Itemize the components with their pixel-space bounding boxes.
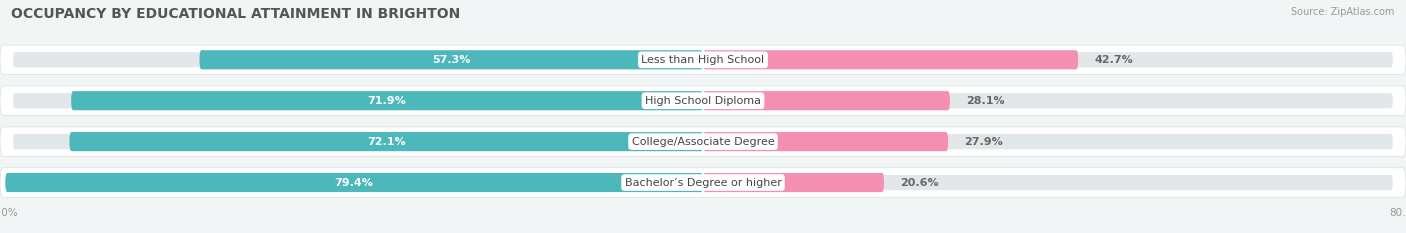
Text: 27.9%: 27.9% (965, 137, 1002, 147)
Text: 57.3%: 57.3% (432, 55, 471, 65)
FancyBboxPatch shape (69, 132, 703, 151)
FancyBboxPatch shape (200, 50, 703, 69)
Text: 72.1%: 72.1% (367, 137, 405, 147)
Text: 28.1%: 28.1% (966, 96, 1004, 106)
Text: 79.4%: 79.4% (335, 178, 374, 188)
FancyBboxPatch shape (703, 91, 950, 110)
FancyBboxPatch shape (13, 52, 1393, 67)
Text: 71.9%: 71.9% (368, 96, 406, 106)
FancyBboxPatch shape (13, 134, 1393, 149)
Text: High School Diploma: High School Diploma (645, 96, 761, 106)
Text: Less than High School: Less than High School (641, 55, 765, 65)
FancyBboxPatch shape (703, 50, 1078, 69)
FancyBboxPatch shape (703, 132, 948, 151)
Text: Source: ZipAtlas.com: Source: ZipAtlas.com (1291, 7, 1395, 17)
FancyBboxPatch shape (0, 45, 1406, 75)
FancyBboxPatch shape (0, 168, 1406, 197)
FancyBboxPatch shape (13, 93, 1393, 108)
Text: 20.6%: 20.6% (900, 178, 938, 188)
Text: College/Associate Degree: College/Associate Degree (631, 137, 775, 147)
Text: 42.7%: 42.7% (1094, 55, 1133, 65)
FancyBboxPatch shape (6, 173, 703, 192)
FancyBboxPatch shape (0, 86, 1406, 115)
FancyBboxPatch shape (0, 127, 1406, 156)
FancyBboxPatch shape (72, 91, 703, 110)
FancyBboxPatch shape (703, 173, 884, 192)
FancyBboxPatch shape (13, 175, 1393, 190)
Text: OCCUPANCY BY EDUCATIONAL ATTAINMENT IN BRIGHTON: OCCUPANCY BY EDUCATIONAL ATTAINMENT IN B… (11, 7, 461, 21)
Text: Bachelor’s Degree or higher: Bachelor’s Degree or higher (624, 178, 782, 188)
